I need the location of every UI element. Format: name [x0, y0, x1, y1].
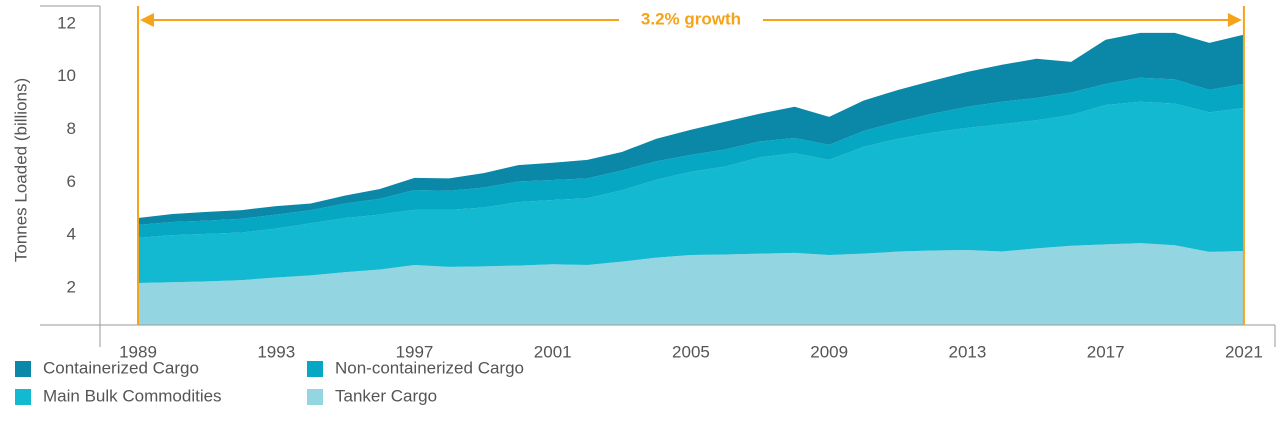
area	[138, 32, 1244, 225]
area	[138, 101, 1244, 283]
legend-label: Main Bulk Commodities	[43, 386, 222, 405]
legend-swatch	[15, 389, 31, 405]
x-tick-label: 2005	[672, 342, 710, 361]
x-tick-label: 2001	[534, 342, 572, 361]
x-tick-label: 2021	[1225, 342, 1263, 361]
y-tick-label: 2	[67, 278, 76, 297]
x-tick-label: 2009	[810, 342, 848, 361]
x-tick-label: 2013	[949, 342, 987, 361]
area	[138, 77, 1244, 238]
y-tick-label: 10	[57, 66, 76, 85]
x-tick-label: 2017	[1087, 342, 1125, 361]
arrow-head	[1227, 13, 1242, 27]
arrow-head	[140, 13, 155, 27]
legend-label: Non-containerized Cargo	[335, 358, 524, 377]
y-tick-label: 6	[67, 172, 76, 191]
y-tick-label: 4	[67, 225, 76, 244]
y-tick-label: 12	[57, 13, 76, 32]
annotation: 3.2% growth	[641, 9, 741, 28]
x-tick-label: 1989	[119, 342, 157, 361]
legend-label: Tanker Cargo	[335, 386, 437, 405]
x-tick-label: 1993	[257, 342, 295, 361]
legend-swatch	[307, 361, 323, 377]
y-tick-label: 8	[67, 119, 76, 138]
y-axis-label: Tonnes Loaded (billions)	[11, 78, 30, 262]
legend-swatch	[15, 361, 31, 377]
legend-label: Containerized Cargo	[43, 358, 199, 377]
area	[138, 243, 1244, 325]
annotation-bg	[618, 9, 763, 31]
legend-swatch	[307, 389, 323, 405]
x-tick-label: 1997	[396, 342, 434, 361]
